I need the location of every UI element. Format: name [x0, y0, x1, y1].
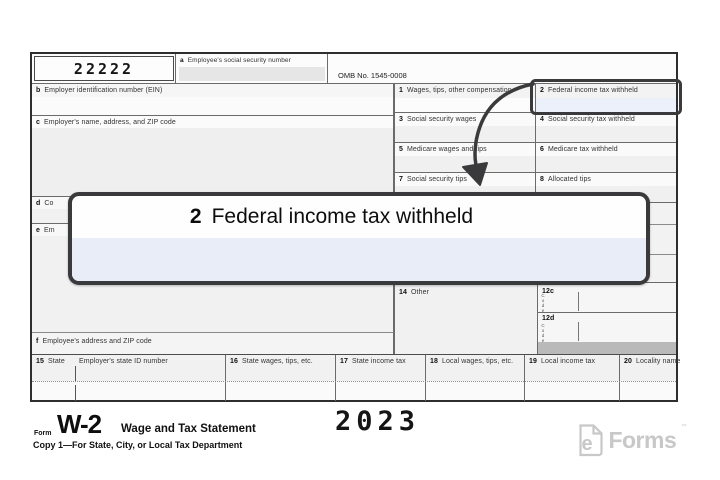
- box-b-num: b: [36, 87, 41, 94]
- form-number: W-2: [57, 409, 102, 439]
- box-12d: 12d Code: [537, 312, 676, 343]
- box-2-input-area[interactable]: [536, 98, 676, 112]
- tax-year: 2023: [335, 406, 421, 437]
- box-a-num: a: [180, 57, 184, 64]
- box-b-ein: b Employer identification number (EIN): [32, 83, 394, 116]
- box-d-label: Co: [44, 200, 54, 207]
- svg-text:e: e: [581, 433, 592, 455]
- divider: [75, 366, 76, 381]
- form-word: Form: [34, 430, 52, 437]
- box-d-num: d: [36, 200, 41, 207]
- box-6-medicare-tax: 6 Medicare tax withheld: [535, 143, 676, 173]
- divider: [650, 224, 676, 225]
- box-c-label: Employer's name, address, and ZIP code: [44, 119, 176, 126]
- box-15-state[interactable]: 15 State Employer's state ID number: [32, 355, 225, 401]
- box-e-num: e: [36, 227, 40, 234]
- box-f-label: Employee's address and ZIP code: [42, 338, 152, 345]
- eforms-document-icon: e: [579, 424, 603, 457]
- gray-bar: [537, 342, 676, 354]
- box-4-ss-tax: 4 Social security tax withheld: [535, 113, 676, 143]
- state-local-row: 15 State Employer's state ID number 16 Sta…: [32, 354, 680, 401]
- box-5-medicare-wages: 5 Medicare wages and tips: [394, 143, 535, 173]
- box-e-label: Em: [44, 227, 55, 234]
- omb-number: OMB No. 1545-0008: [338, 71, 407, 80]
- dotted-separator: [32, 381, 676, 382]
- box-18-local-wages[interactable]: 18 Local wages, tips, etc.: [425, 355, 524, 401]
- box-12c: 12c Code: [537, 282, 676, 313]
- code-column-label: Code: [540, 293, 546, 313]
- eforms-trademark: ™: [680, 424, 687, 430]
- box-c-num: c: [36, 119, 40, 126]
- callout-input-area[interactable]: [72, 238, 646, 281]
- box-b-label: Employer identification number (EIN): [44, 87, 163, 94]
- copy-line: Copy 1—For State, City, or Local Tax Dep…: [33, 440, 243, 450]
- control-number-value: 22222: [73, 60, 135, 78]
- callout-box-2-magnified: 2 Federal income tax withheld: [68, 192, 650, 285]
- box-1-wages: 1 Wages, tips, other compensation: [394, 83, 535, 113]
- box-2-federal-tax: 2 Federal income tax withheld: [535, 83, 676, 113]
- callout-text: 2 Federal income tax withheld: [72, 205, 591, 229]
- box-f-address: f Employee's address and ZIP code: [32, 332, 394, 354]
- box-a-ssn: a Employee's social security number: [175, 54, 328, 83]
- box-c-employer: c Employer's name, address, and ZIP code: [32, 116, 394, 197]
- ssn-input-area[interactable]: [179, 67, 325, 81]
- box-3-ss-wages: 3 Social security wages: [394, 113, 535, 143]
- box-16-state-wages[interactable]: 16 State wages, tips, etc.: [225, 355, 335, 401]
- divider: [578, 292, 579, 311]
- form-title: Wage and Tax Statement: [121, 423, 256, 435]
- box-1-input-area[interactable]: [395, 98, 535, 112]
- box-17-state-tax[interactable]: 17 State income tax: [335, 355, 425, 401]
- box-a-label: Employee's social security number: [187, 57, 291, 64]
- box-f-num: f: [36, 338, 39, 345]
- callout-box-label: Federal income tax withheld: [211, 205, 474, 228]
- callout-box-number: 2: [189, 205, 202, 228]
- code-column-label: Code: [540, 323, 546, 343]
- eforms-logo-text: Forms: [608, 427, 677, 453]
- control-number-box: 22222: [34, 56, 174, 81]
- divider: [650, 254, 676, 255]
- box-19-local-tax[interactable]: 19 Local income tax: [524, 355, 619, 401]
- divider: [75, 385, 76, 401]
- box-14-other: 14 Other: [394, 282, 537, 354]
- divider: [578, 322, 579, 341]
- eforms-logo: e Forms ™: [577, 424, 687, 458]
- box-20-locality[interactable]: 20 Locality name: [619, 355, 680, 401]
